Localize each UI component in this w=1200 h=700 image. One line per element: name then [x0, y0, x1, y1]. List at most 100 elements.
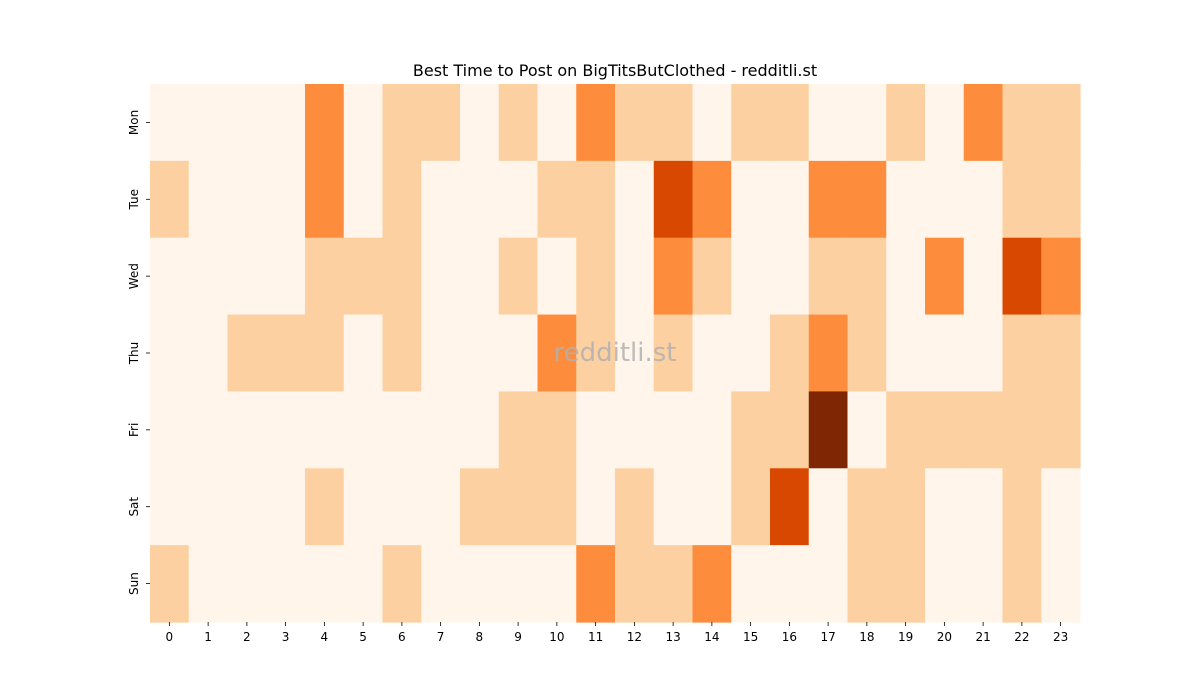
- x-tick-label: 8: [476, 630, 484, 644]
- heatmap-cell-wed-15: [731, 237, 771, 316]
- heatmap-cell-sat-21: [963, 468, 1004, 546]
- y-axis: Mon Tue Wed Thu Fri Sat Sun: [127, 110, 150, 595]
- heatmap-cell-fri-4: [305, 391, 345, 469]
- heatmap-cell-mon-18: [847, 84, 887, 162]
- heatmap-cell-tue-3: [266, 160, 306, 239]
- heatmap-cell-wed-7: [421, 237, 461, 316]
- x-tick-label: 16: [782, 630, 797, 644]
- heatmap-cells: [150, 84, 1081, 623]
- heatmap-cell-tue-16: [770, 160, 810, 239]
- heatmap-cell-wed-1: [188, 237, 229, 316]
- x-tick-label: 21: [975, 630, 990, 644]
- heatmap-cell-thu-21: [963, 314, 1004, 393]
- heatmap-cell-wed-14: [692, 237, 732, 316]
- x-tick-label: 7: [437, 630, 445, 644]
- heatmap-cell-mon-1: [188, 84, 229, 162]
- heatmap-cell-thu-17: [808, 314, 849, 393]
- heatmap-cell-sat-8: [460, 468, 500, 546]
- y-tick-label: Sun: [127, 572, 141, 595]
- x-tick-label: 13: [665, 630, 680, 644]
- heatmap-cell-wed-4: [305, 237, 345, 316]
- heatmap-cell-tue-14: [692, 160, 732, 239]
- heatmap-cell-fri-11: [576, 391, 616, 469]
- heatmap-cell-sun-23: [1041, 545, 1081, 623]
- heatmap-cell-tue-1: [188, 160, 229, 239]
- heatmap-cell-sat-22: [1002, 468, 1042, 546]
- heatmap-cell-wed-10: [537, 237, 577, 316]
- heatmap-cell-wed-3: [266, 237, 306, 316]
- heatmap-cell-sat-2: [227, 468, 267, 546]
- heatmap-cell-fri-6: [382, 391, 422, 469]
- heatmap-cell-fri-15: [731, 391, 771, 469]
- heatmap-cell-mon-17: [808, 84, 849, 162]
- heatmap-cell-thu-22: [1002, 314, 1042, 393]
- heatmap-cell-fri-20: [925, 391, 965, 469]
- heatmap-cell-mon-4: [305, 84, 345, 162]
- x-tick-label: 17: [820, 630, 835, 644]
- heatmap-cell-fri-0: [150, 391, 190, 469]
- x-tick-label: 18: [859, 630, 874, 644]
- heatmap-cell-fri-22: [1002, 391, 1042, 469]
- heatmap-cell-mon-6: [382, 84, 422, 162]
- heatmap-cell-fri-8: [460, 391, 500, 469]
- heatmap-cell-tue-0: [150, 160, 190, 239]
- heatmap-cell-thu-6: [382, 314, 422, 393]
- x-tick-label: 12: [627, 630, 642, 644]
- heatmap-cell-fri-13: [653, 391, 694, 469]
- heatmap-cell-sun-0: [150, 545, 190, 623]
- heatmap-cell-sat-19: [886, 468, 926, 546]
- heatmap-cell-wed-9: [498, 237, 539, 316]
- heatmap-cell-wed-20: [925, 237, 965, 316]
- heatmap-cell-wed-8: [460, 237, 500, 316]
- x-tick-label: 10: [549, 630, 564, 644]
- heatmap-cell-mon-7: [421, 84, 461, 162]
- heatmap-cell-thu-2: [227, 314, 267, 393]
- heatmap-cell-wed-2: [227, 237, 267, 316]
- heatmap-cell-sun-11: [576, 545, 616, 623]
- heatmap-cell-fri-2: [227, 391, 267, 469]
- chart-title: Best Time to Post on BigTitsButClothed -…: [413, 61, 817, 80]
- heatmap-cell-sun-14: [692, 545, 732, 623]
- heatmap-cell-sun-21: [963, 545, 1004, 623]
- heatmap-cell-wed-5: [343, 237, 384, 316]
- watermark-text: redditli.st: [554, 338, 677, 368]
- heatmap-cell-mon-2: [227, 84, 267, 162]
- x-tick-label: 14: [704, 630, 719, 644]
- x-tick-label: 23: [1053, 630, 1068, 644]
- heatmap-cell-sat-7: [421, 468, 461, 546]
- heatmap-cell-sat-17: [808, 468, 849, 546]
- heatmap-cell-sat-0: [150, 468, 190, 546]
- heatmap-cell-fri-7: [421, 391, 461, 469]
- heatmap-cell-fri-17: [808, 391, 849, 469]
- heatmap-cell-wed-23: [1041, 237, 1081, 316]
- heatmap-cell-mon-0: [150, 84, 190, 162]
- heatmap-cell-thu-9: [498, 314, 539, 393]
- heatmap-cell-wed-16: [770, 237, 810, 316]
- heatmap-cell-fri-18: [847, 391, 887, 469]
- heatmap-cell-sun-5: [343, 545, 384, 623]
- heatmap-cell-fri-19: [886, 391, 926, 469]
- heatmap-cell-sun-20: [925, 545, 965, 623]
- heatmap-cell-sat-5: [343, 468, 384, 546]
- heatmap-cell-tue-4: [305, 160, 345, 239]
- heatmap-cell-tue-10: [537, 160, 577, 239]
- x-tick-label: 2: [243, 630, 251, 644]
- heatmap-cell-sat-16: [770, 468, 810, 546]
- heatmap-cell-sun-3: [266, 545, 306, 623]
- y-tick-label: Thu: [127, 342, 141, 366]
- heatmap-cell-sat-18: [847, 468, 887, 546]
- heatmap-cell-fri-21: [963, 391, 1004, 469]
- heatmap-cell-thu-5: [343, 314, 384, 393]
- heatmap-cell-sun-6: [382, 545, 422, 623]
- heatmap-cell-fri-23: [1041, 391, 1081, 469]
- heatmap-cell-sun-2: [227, 545, 267, 623]
- y-tick-label: Fri: [127, 423, 141, 437]
- x-tick-label: 4: [321, 630, 329, 644]
- heatmap-cell-wed-18: [847, 237, 887, 316]
- heatmap-cell-thu-13: [653, 314, 694, 393]
- heatmap-cell-mon-23: [1041, 84, 1081, 162]
- heatmap-cell-sat-15: [731, 468, 771, 546]
- heatmap-cell-sat-4: [305, 468, 345, 546]
- heatmap-cell-thu-4: [305, 314, 345, 393]
